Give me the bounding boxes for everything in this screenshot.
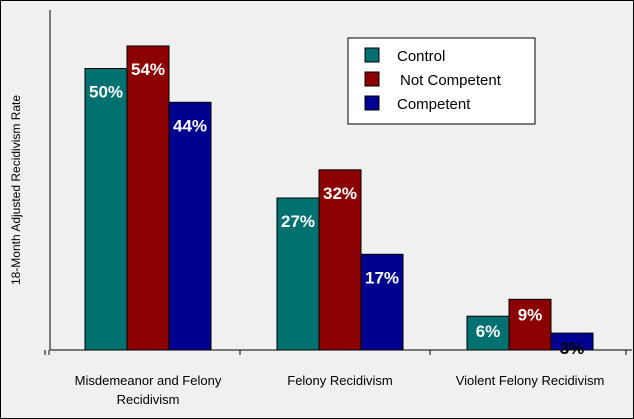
legend-entry: Control: [397, 48, 445, 65]
data-label: 17%: [365, 268, 399, 287]
x-tick-label: Felony Recidivism: [287, 373, 392, 388]
bar: [168, 101, 212, 351]
bar: [466, 315, 510, 351]
bar: [550, 332, 594, 351]
data-label: 54%: [131, 60, 165, 79]
legend-swatch: [364, 47, 380, 63]
bar: [360, 253, 404, 351]
legend-entry: Not Competent: [400, 72, 502, 89]
data-label: 44%: [173, 116, 207, 135]
bar: [84, 68, 128, 351]
data-label: 6%: [476, 322, 501, 341]
legend-swatch: [364, 95, 380, 111]
legend-entry: Competent: [397, 96, 471, 113]
data-label: 50%: [89, 83, 123, 102]
data-label: 9%: [518, 305, 543, 324]
data-label: 27%: [281, 212, 315, 231]
x-tick-label: Recidivism: [117, 392, 180, 407]
x-tick-label: Violent Felony Recidivism: [456, 373, 605, 388]
bar: [126, 45, 170, 351]
bar: [276, 197, 320, 351]
data-label: 3%: [560, 339, 585, 358]
data-label: 32%: [323, 184, 357, 203]
x-tick-label: Misdemeanor and Felony: [75, 373, 222, 388]
bar: [508, 298, 552, 351]
y-axis-label: 18-Month Adjusted Recidivism Rate: [9, 95, 23, 285]
legend-swatch: [364, 71, 380, 87]
bar: [318, 169, 362, 351]
